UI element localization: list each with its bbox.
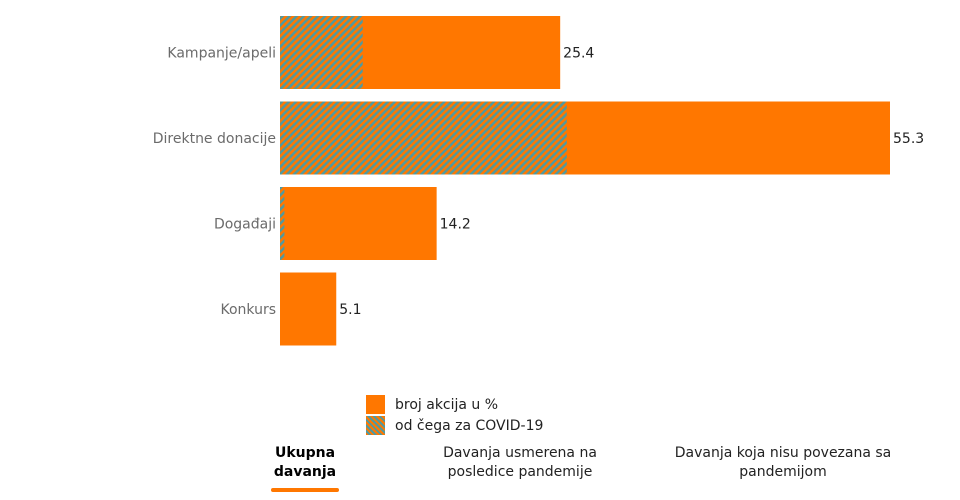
tab-ukupna-davanja[interactable]: Ukupna davanja <box>262 444 348 482</box>
bar-chart: Kampanje/apeli 25.4 Direktne donacije 55.3 D… <box>153 16 924 346</box>
value-label: 14.2 <box>440 217 471 233</box>
category-label: Događaji <box>214 217 276 233</box>
tab-label: Davanja usmerena na posledice pandemije <box>443 445 597 480</box>
value-label: 25.4 <box>563 46 594 62</box>
value-label: 55.3 <box>893 131 924 147</box>
category-label: Kampanje/apeli <box>167 46 276 62</box>
tab-label: Ukupna davanja <box>273 445 337 480</box>
legend: broj akcija u % od čega za COVID-19 <box>366 394 543 436</box>
legend-swatch-total <box>366 395 385 414</box>
legend-swatch-covid <box>366 416 385 435</box>
legend-item-covid: od čega za COVID-19 <box>366 415 543 436</box>
category-label: Konkurs <box>220 302 276 318</box>
value-label: 5.1 <box>339 302 361 318</box>
bar-covid <box>280 187 285 260</box>
bar-total <box>280 272 337 346</box>
bar-covid <box>280 101 567 175</box>
legend-item-total: broj akcija u % <box>366 394 543 415</box>
bar-total <box>280 187 437 260</box>
legend-label-covid: od čega za COVID-19 <box>395 417 544 434</box>
tab-label: Davanja koja nisu povezana sa pandemijom <box>674 445 892 480</box>
category-label: Direktne donacije <box>153 131 276 147</box>
tab-davanja-nepovezana[interactable]: Davanja koja nisu povezana sa pandemijom <box>668 444 898 482</box>
legend-label-total: broj akcija u % <box>395 396 499 413</box>
bar-covid <box>280 16 363 89</box>
active-tab-indicator <box>271 488 339 492</box>
chart-tabs: Ukupna davanja Davanja usmerena na posle… <box>0 444 960 500</box>
tab-davanja-usmerena[interactable]: Davanja usmerena na posledice pandemije <box>418 444 622 482</box>
